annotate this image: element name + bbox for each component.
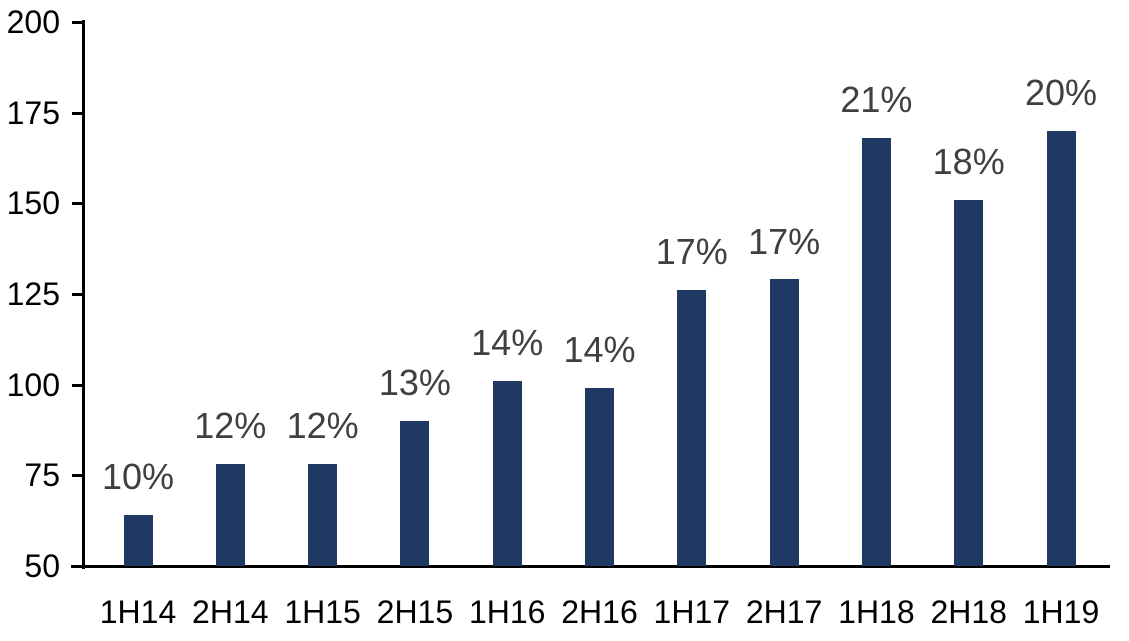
- bar-2H17: [769, 279, 799, 566]
- y-axis-tick-label: 50: [24, 548, 60, 584]
- y-axis-tick-label: 150: [6, 185, 60, 222]
- x-axis-label: 1H18: [838, 594, 915, 630]
- bar-1H19: [1046, 130, 1076, 566]
- bar-1H16: [492, 381, 522, 566]
- bar-value-label: 18%: [932, 140, 1005, 182]
- y-axis-tick-label: 125: [6, 276, 60, 312]
- y-axis-tick-label: 200: [6, 4, 60, 40]
- x-axis-label: 2H16: [561, 594, 638, 630]
- x-axis-line: [71, 565, 1110, 568]
- bar-2H18: [954, 199, 984, 566]
- y-axis-tick: [72, 21, 85, 24]
- bar-1H15: [308, 464, 338, 566]
- x-axis-label: 1H16: [468, 594, 546, 630]
- bar-2H16: [585, 388, 614, 566]
- y-axis-tick-label: 75: [24, 457, 60, 494]
- y-axis-tick: [72, 474, 85, 478]
- bar-value-label: 20%: [1024, 71, 1098, 113]
- x-axis-label: 2H15: [376, 594, 454, 630]
- bar-value-label: 12%: [286, 405, 359, 447]
- x-axis-label: 1H19: [1022, 594, 1100, 630]
- bar-2H15: [400, 420, 430, 566]
- bar-1H14: [123, 515, 153, 566]
- x-axis-label: 2H17: [745, 594, 823, 630]
- y-axis-tick-label: 100: [6, 366, 60, 403]
- bar-value-label: 21%: [840, 79, 913, 121]
- bar-value-label: 14%: [471, 322, 544, 364]
- bar-value-label: 13%: [378, 361, 451, 403]
- x-axis-label: 2H14: [192, 594, 269, 630]
- bar-1H18: [861, 138, 891, 566]
- y-axis-tick: [72, 293, 85, 296]
- bar-value-label: 14%: [563, 329, 636, 371]
- x-axis-label: 1H15: [284, 594, 361, 630]
- y-axis-tick: [72, 111, 85, 115]
- x-axis-label: 1H17: [653, 594, 731, 630]
- bar-1H17: [677, 290, 707, 566]
- bar-value-label: 10%: [101, 456, 175, 498]
- x-axis-label: 2H18: [930, 594, 1007, 630]
- y-axis-tick: [72, 383, 85, 387]
- y-axis-tick: [72, 202, 85, 206]
- bar-value-label: 17%: [655, 231, 728, 273]
- bar-value-label: 12%: [194, 405, 267, 447]
- x-axis-label: 1H14: [99, 594, 177, 630]
- bar-2H14: [215, 464, 245, 566]
- y-axis-tick-label: 175: [6, 94, 60, 131]
- bar-value-label: 17%: [748, 220, 821, 262]
